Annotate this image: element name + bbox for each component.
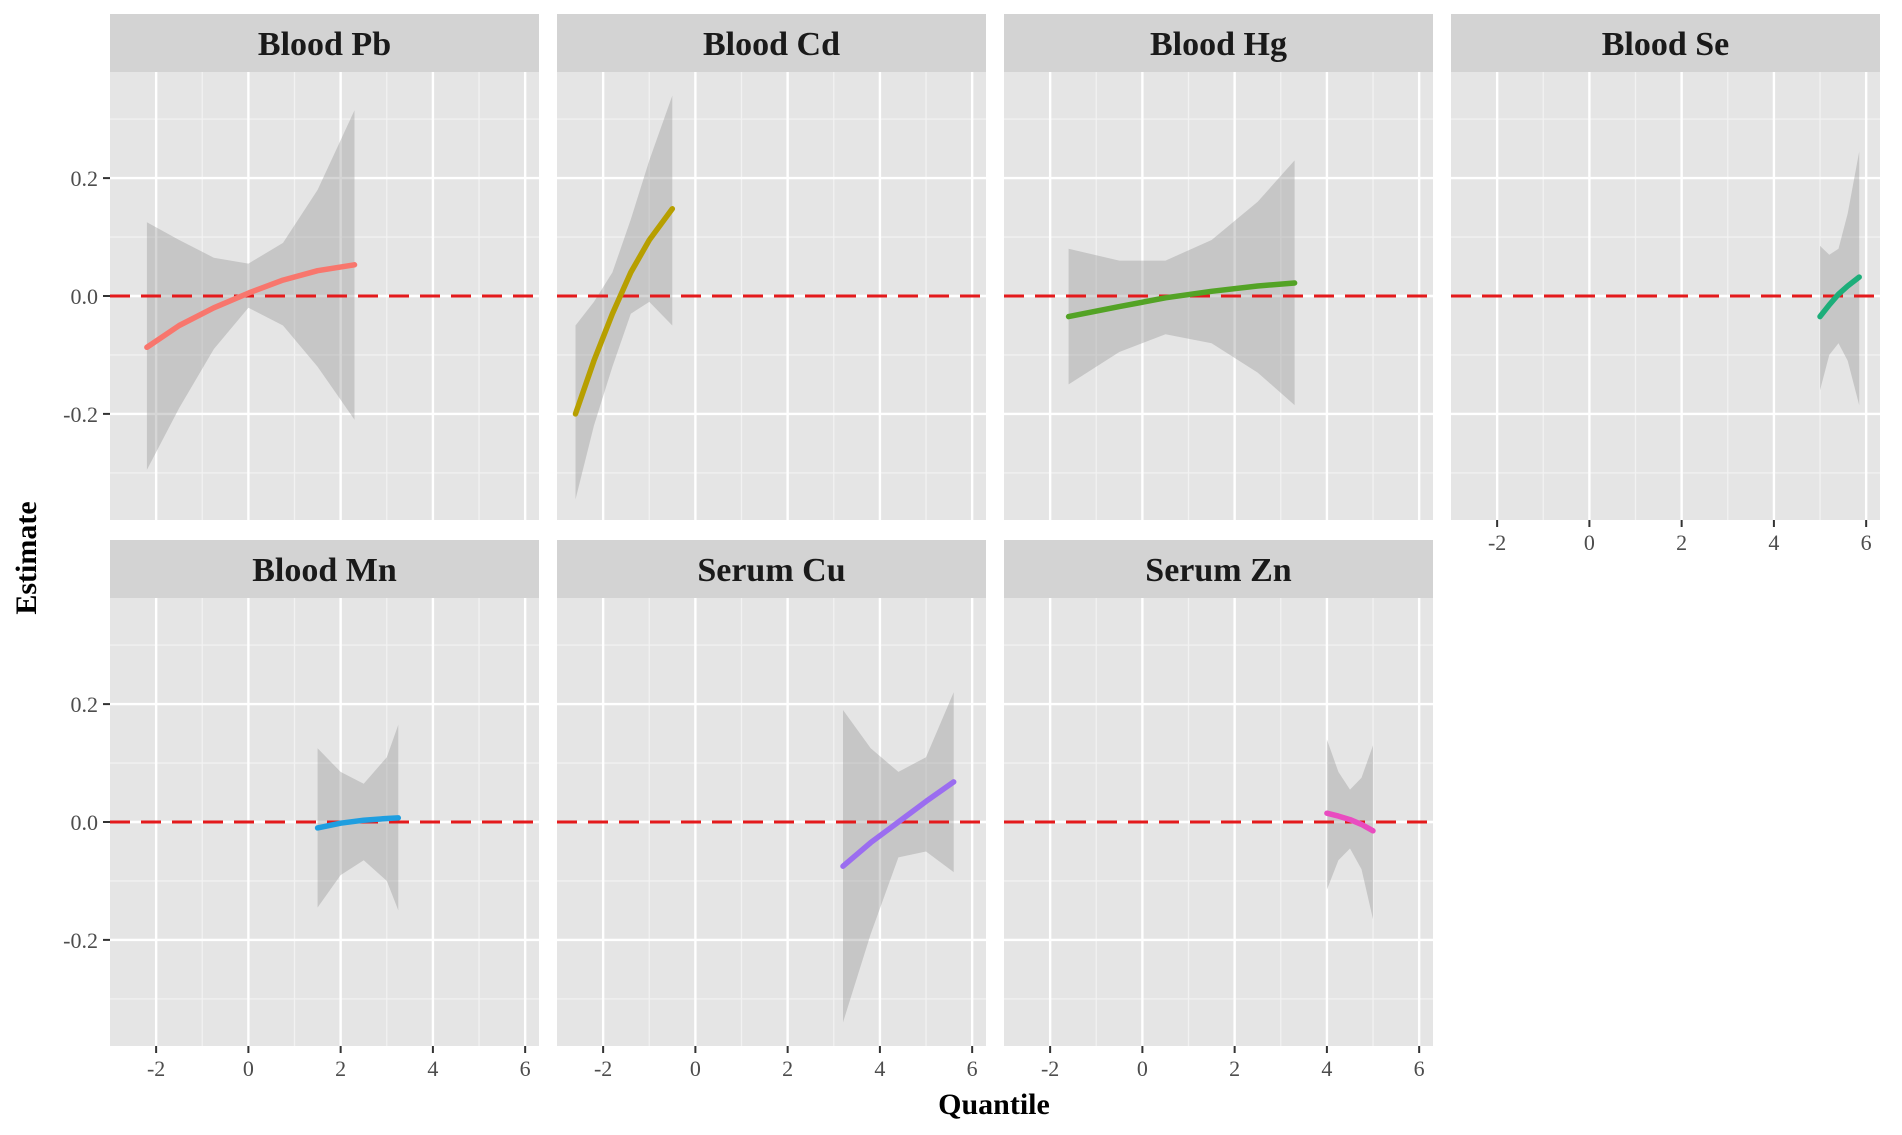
panel-blood-se: Blood Se -2 0 2 4 6: [1451, 14, 1880, 555]
panel-blood-mn: Blood Mn 0.2 0.0 -0.2 -2 0 2 4 6: [63, 540, 539, 1081]
strip-serum-zn: [1004, 540, 1433, 598]
strip-serum-cu: [557, 540, 986, 598]
x-tick-label: 2: [1229, 1056, 1240, 1081]
x-tick-label: 0: [690, 1056, 701, 1081]
strip-blood-hg: [1004, 14, 1433, 72]
strip-title-blood-pb: Blood Pb: [258, 26, 391, 63]
panel-serum-zn: Serum Zn -2 0 2 4 6: [1004, 540, 1433, 1081]
panel-blood-pb: Blood Pb 0.2 0.0 -0.2: [63, 14, 539, 520]
panel-blood-hg: Blood Hg: [1004, 14, 1433, 520]
confidence-band-serum-cu: [843, 692, 954, 1023]
x-tick-label: -2: [147, 1056, 165, 1081]
x-tick-label: 0: [243, 1056, 254, 1081]
x-tick-label: -2: [594, 1056, 612, 1081]
x-tick-label: -2: [1041, 1056, 1059, 1081]
y-tick-label: -0.2: [63, 402, 98, 427]
strip-title-serum-zn: Serum Zn: [1145, 552, 1292, 589]
x-tick-label: 2: [782, 1056, 793, 1081]
strip-blood-mn: [110, 540, 539, 598]
x-tick-label: 6: [520, 1056, 531, 1081]
panel-serum-cu: Serum Cu -2 0 2 4 6: [557, 540, 986, 1081]
x-tick-label: 4: [874, 1056, 885, 1081]
strip-blood-cd: [557, 14, 986, 72]
estimate-line-serum-cu: [840, 779, 957, 869]
estimate-line-blood-hg: [1065, 280, 1298, 320]
confidence-band-blood-se: [1820, 151, 1860, 406]
estimate-line-blood-se: [1817, 274, 1862, 320]
x-tick-label: 6: [967, 1056, 978, 1081]
strip-blood-pb: [110, 14, 539, 72]
x-tick-label: 2: [1676, 530, 1687, 555]
strip-blood-se: [1451, 14, 1880, 72]
confidence-band-serum-zn: [1326, 739, 1373, 920]
y-axis-title: Estimate: [10, 501, 43, 614]
x-axis-title: Quantile: [938, 1088, 1050, 1121]
strip-title-blood-hg: Blood Hg: [1150, 26, 1287, 63]
y-tick-label: 0.2: [71, 166, 99, 191]
x-tick-label: 4: [427, 1056, 438, 1081]
x-tick-label: 4: [1768, 530, 1779, 555]
confidence-band-blood-mn: [317, 724, 399, 911]
y-tick-label: -0.2: [63, 928, 98, 953]
x-tick-label: 0: [1584, 530, 1595, 555]
x-tick-label: 6: [1414, 1056, 1425, 1081]
y-tick-label: 0.2: [71, 692, 99, 717]
strip-title-blood-cd: Blood Cd: [703, 26, 840, 63]
strip-title-serum-cu: Serum Cu: [697, 552, 845, 589]
x-tick-label: -2: [1488, 530, 1506, 555]
y-tick-label: 0.0: [71, 284, 99, 309]
estimate-line-blood-mn: [314, 815, 402, 831]
strip-title-blood-mn: Blood Mn: [252, 552, 397, 589]
estimate-line-serum-zn: [1324, 810, 1376, 834]
x-tick-label: 0: [1137, 1056, 1148, 1081]
x-tick-label: 6: [1861, 530, 1872, 555]
estimate-line-blood-pb: [144, 262, 358, 351]
estimate-line-blood-cd: [572, 206, 676, 417]
x-tick-label: 2: [335, 1056, 346, 1081]
strip-title-blood-se: Blood Se: [1602, 26, 1730, 63]
y-tick-label: 0.0: [71, 810, 99, 835]
panel-blood-cd: Blood Cd: [557, 14, 986, 520]
x-tick-label: 4: [1321, 1056, 1332, 1081]
confidence-band-blood-hg: [1068, 160, 1295, 406]
